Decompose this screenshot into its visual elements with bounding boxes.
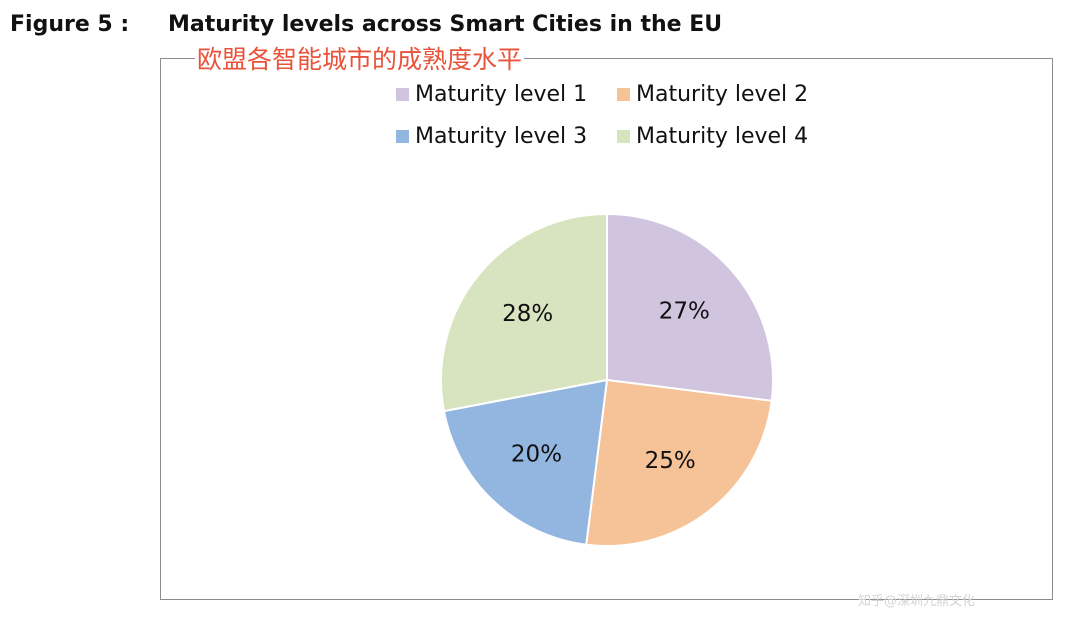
chart-legend: Maturity level 1 Maturity level 2 Maturi… bbox=[396, 82, 847, 149]
legend-item-level-4: Maturity level 4 bbox=[617, 124, 847, 149]
watermark-text: 知乎@深圳九鼎文化 bbox=[858, 594, 976, 609]
data-label-level-1: 27% bbox=[659, 298, 710, 324]
pie-slice-level-1 bbox=[606, 212, 774, 402]
legend-swatch-level-1 bbox=[396, 88, 409, 101]
legend-swatch-level-2 bbox=[617, 88, 630, 101]
pie-slice-level-4 bbox=[440, 212, 608, 413]
figure-title-text: Maturity levels across Smart Cities in t… bbox=[168, 12, 723, 37]
legend-label-level-1: Maturity level 1 bbox=[415, 82, 588, 107]
data-label-level-2: 25% bbox=[645, 448, 696, 474]
legend-swatch-level-3 bbox=[396, 130, 409, 143]
figure-title: Figure 5 : Maturity levels across Smart C… bbox=[10, 12, 722, 37]
legend-swatch-level-4 bbox=[617, 130, 630, 143]
data-label-level-3: 20% bbox=[511, 442, 562, 468]
legend-item-level-1: Maturity level 1 bbox=[396, 82, 617, 107]
chart-frame bbox=[160, 58, 1053, 600]
pie-slice-level-2 bbox=[585, 378, 773, 547]
data-label-level-4: 28% bbox=[502, 301, 553, 327]
legend-label-level-3: Maturity level 3 bbox=[415, 124, 588, 149]
legend-label-level-2: Maturity level 2 bbox=[636, 82, 809, 107]
legend-label-level-4: Maturity level 4 bbox=[636, 124, 809, 149]
legend-item-level-3: Maturity level 3 bbox=[396, 124, 617, 149]
legend-item-level-2: Maturity level 2 bbox=[617, 82, 847, 107]
figure-label: Figure 5 : bbox=[10, 12, 130, 37]
chinese-caption: 欧盟各智能城市的成熟度水平 bbox=[195, 40, 525, 76]
pie-slice-level-3 bbox=[442, 378, 609, 546]
